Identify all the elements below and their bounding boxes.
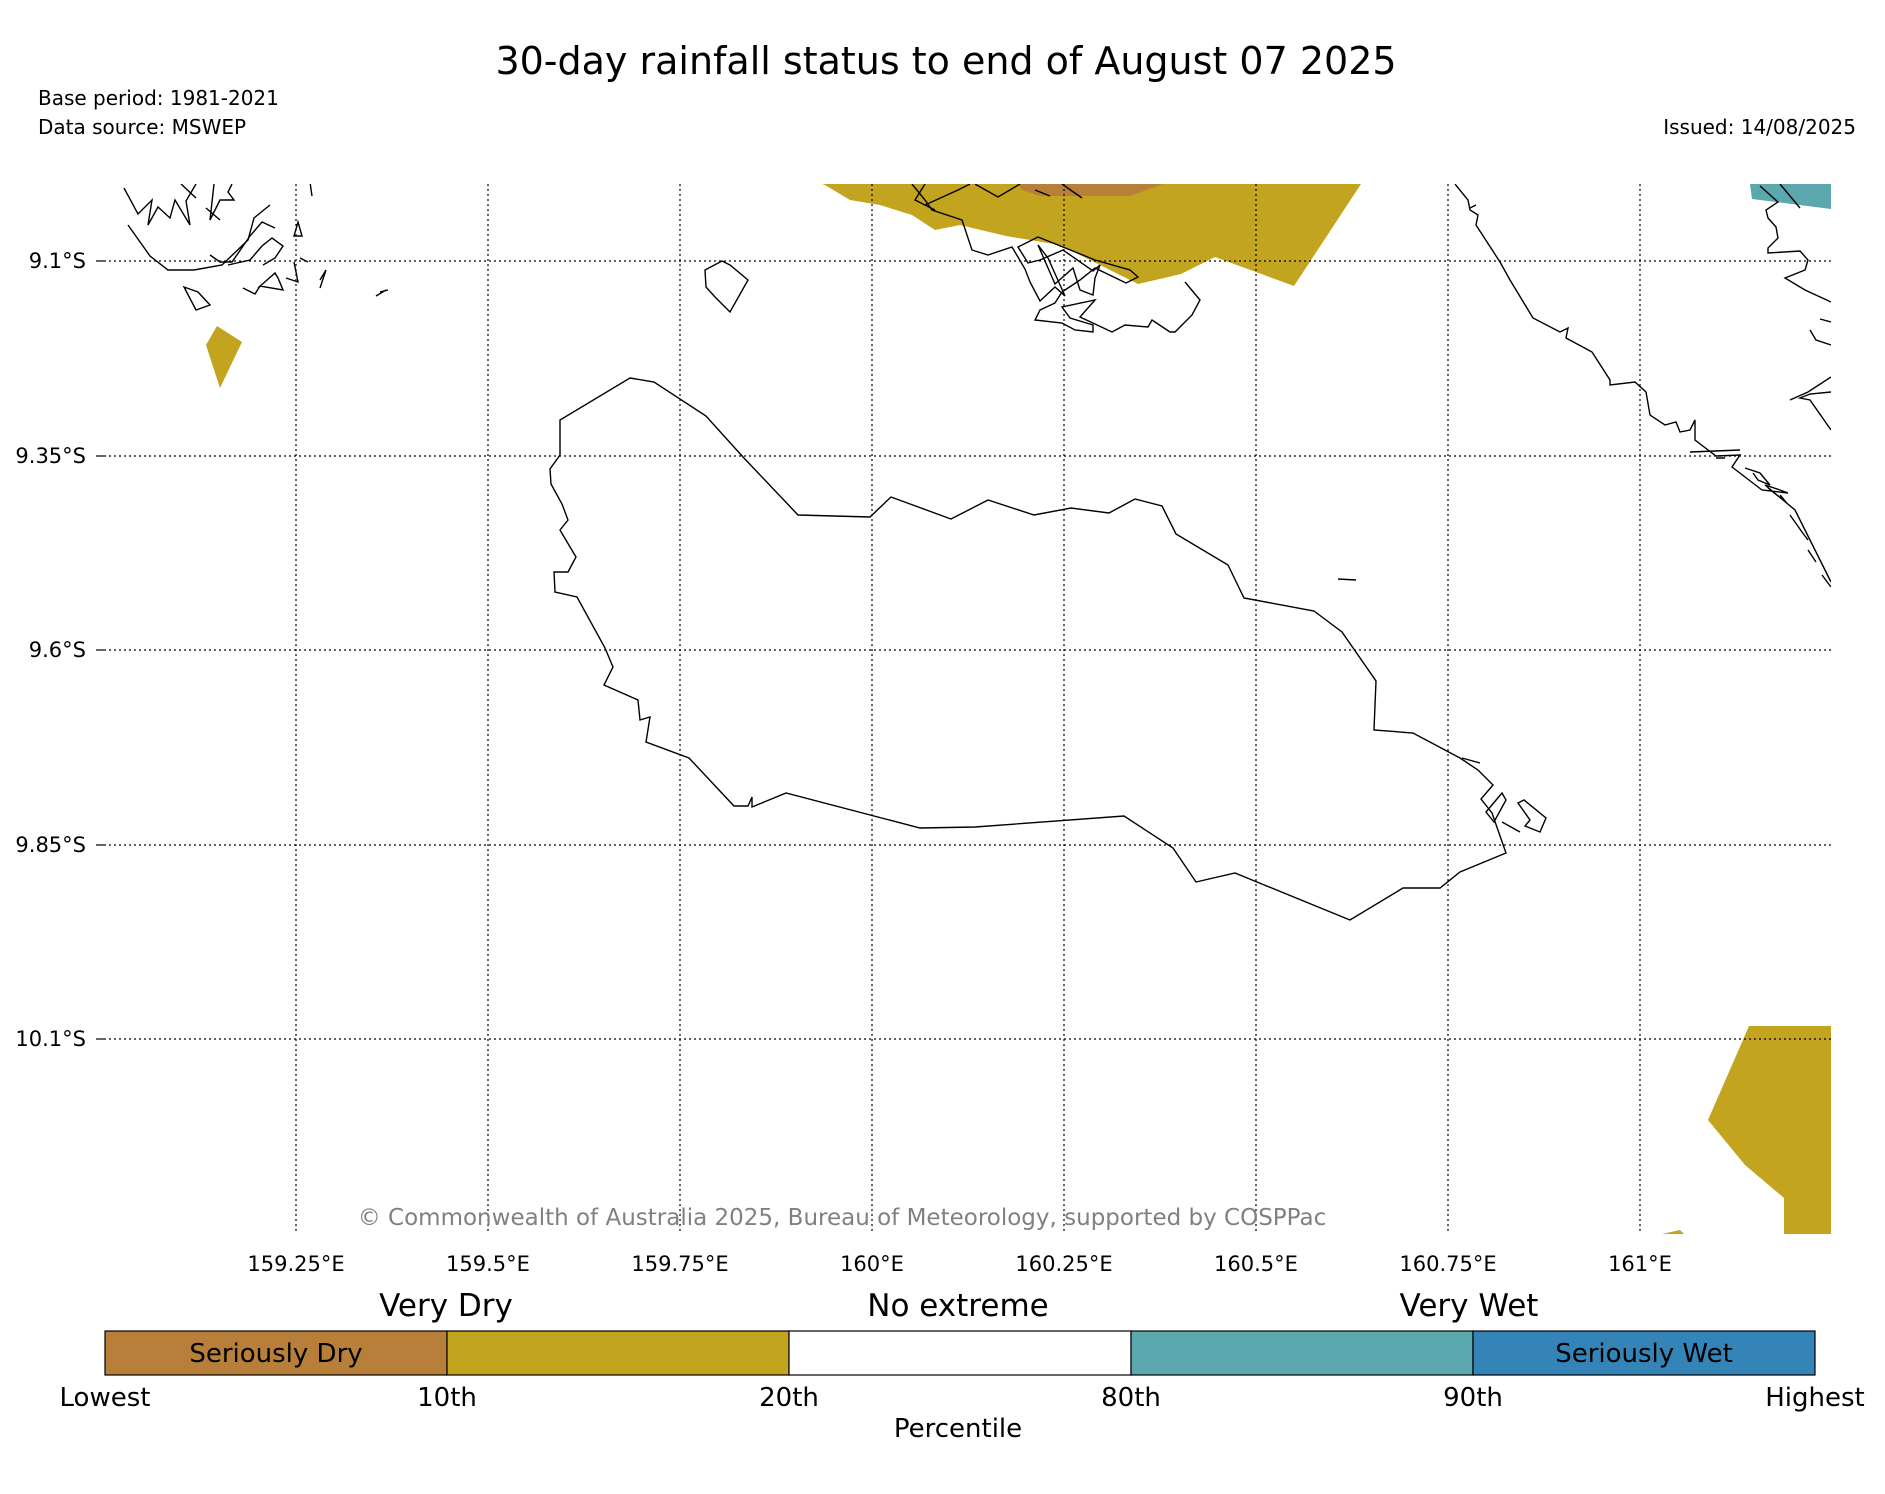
- legend-tick-highest: Highest: [1765, 1383, 1865, 1413]
- legend-tick-10th: 10th: [417, 1383, 477, 1413]
- data-source-label: Data source: MSWEP: [38, 115, 246, 139]
- lat-label: 10.1°S: [15, 1027, 86, 1051]
- legend-tick-90th: 90th: [1443, 1383, 1503, 1413]
- lon-label: 159.25°E: [247, 1252, 344, 1276]
- coastlines: [123, 184, 1831, 921]
- longitude-labels: 159.25°E 159.5°E 159.75°E 160°E 160.25°E…: [247, 1252, 1672, 1276]
- lon-label: 160.5°E: [1214, 1252, 1298, 1276]
- seriously-dry-region-north: [1018, 184, 1163, 196]
- coastline-savo: [704, 260, 749, 314]
- legend-group-very-dry: Very Dry: [379, 1288, 513, 1324]
- legend-box-very-dry: [446, 1330, 790, 1376]
- legend-tick-lowest: Lowest: [60, 1383, 151, 1413]
- map-area: 9.1°S 9.35°S 9.6°S 9.85°S 10.1°S 159.25°…: [15, 184, 1831, 1276]
- lon-label: 160.75°E: [1399, 1252, 1496, 1276]
- lat-label: 9.35°S: [15, 444, 86, 468]
- legend-group-no-extreme: No extreme: [867, 1288, 1048, 1324]
- very-dry-region-north: [822, 184, 1361, 286]
- coastline-nggela-inner: [913, 184, 971, 211]
- issued-date-label: Issued: 14/08/2025: [1663, 115, 1856, 139]
- very-dry-region-west: [206, 326, 242, 388]
- lon-label: 160°E: [840, 1252, 904, 1276]
- coastline-guadalcanal: [549, 377, 1507, 921]
- chart-title: 30-day rainfall status to end of August …: [495, 39, 1396, 83]
- coastline-malaita-north: [1759, 184, 1831, 431]
- coastline-russell-islands: [123, 184, 389, 311]
- coastline-nggela-north: [911, 184, 1201, 333]
- legend-tick-20th: 20th: [759, 1383, 819, 1413]
- legend-tick-80th: 80th: [1101, 1383, 1161, 1413]
- legend-box-seriously-dry: [104, 1330, 448, 1376]
- lon-label: 159.5°E: [446, 1252, 530, 1276]
- coastline-east-dash: [1337, 578, 1357, 581]
- very-dry-region-south-fragment: [1662, 1230, 1684, 1234]
- legend-box-seriously-wet: [1472, 1330, 1816, 1376]
- legend-box-no-extreme: [788, 1330, 1132, 1376]
- graticule: [104, 184, 1831, 1234]
- legend: Very Dry No extreme Very Wet Seriously D…: [60, 1288, 1865, 1444]
- lon-label: 160.25°E: [1015, 1252, 1112, 1276]
- coastline-malaita-west: [1454, 184, 1831, 588]
- legend-group-very-wet: Very Wet: [1400, 1288, 1539, 1324]
- coastline-nggela-bays: [974, 184, 1083, 199]
- legend-box-very-wet: [1130, 1330, 1474, 1376]
- coastline-marau-islets: [1461, 757, 1547, 833]
- very-dry-region-southeast: [1708, 1026, 1831, 1234]
- legend-axis-label: Percentile: [894, 1414, 1022, 1444]
- lon-label: 159.75°E: [631, 1252, 728, 1276]
- latitude-labels: 9.1°S 9.35°S 9.6°S 9.85°S 10.1°S: [15, 249, 104, 1051]
- lat-label: 9.85°S: [15, 833, 86, 857]
- lat-label: 9.6°S: [29, 638, 86, 662]
- legend-box-label-seriously-wet: Seriously Wet: [1555, 1339, 1733, 1369]
- lon-label: 161°E: [1608, 1252, 1672, 1276]
- legend-box-label-seriously-dry: Seriously Dry: [189, 1339, 362, 1369]
- copyright-notice: © Commonwealth of Australia 2025, Bureau…: [358, 1205, 1327, 1231]
- base-period-label: Base period: 1981-2021: [38, 86, 279, 110]
- lat-label: 9.1°S: [29, 249, 86, 273]
